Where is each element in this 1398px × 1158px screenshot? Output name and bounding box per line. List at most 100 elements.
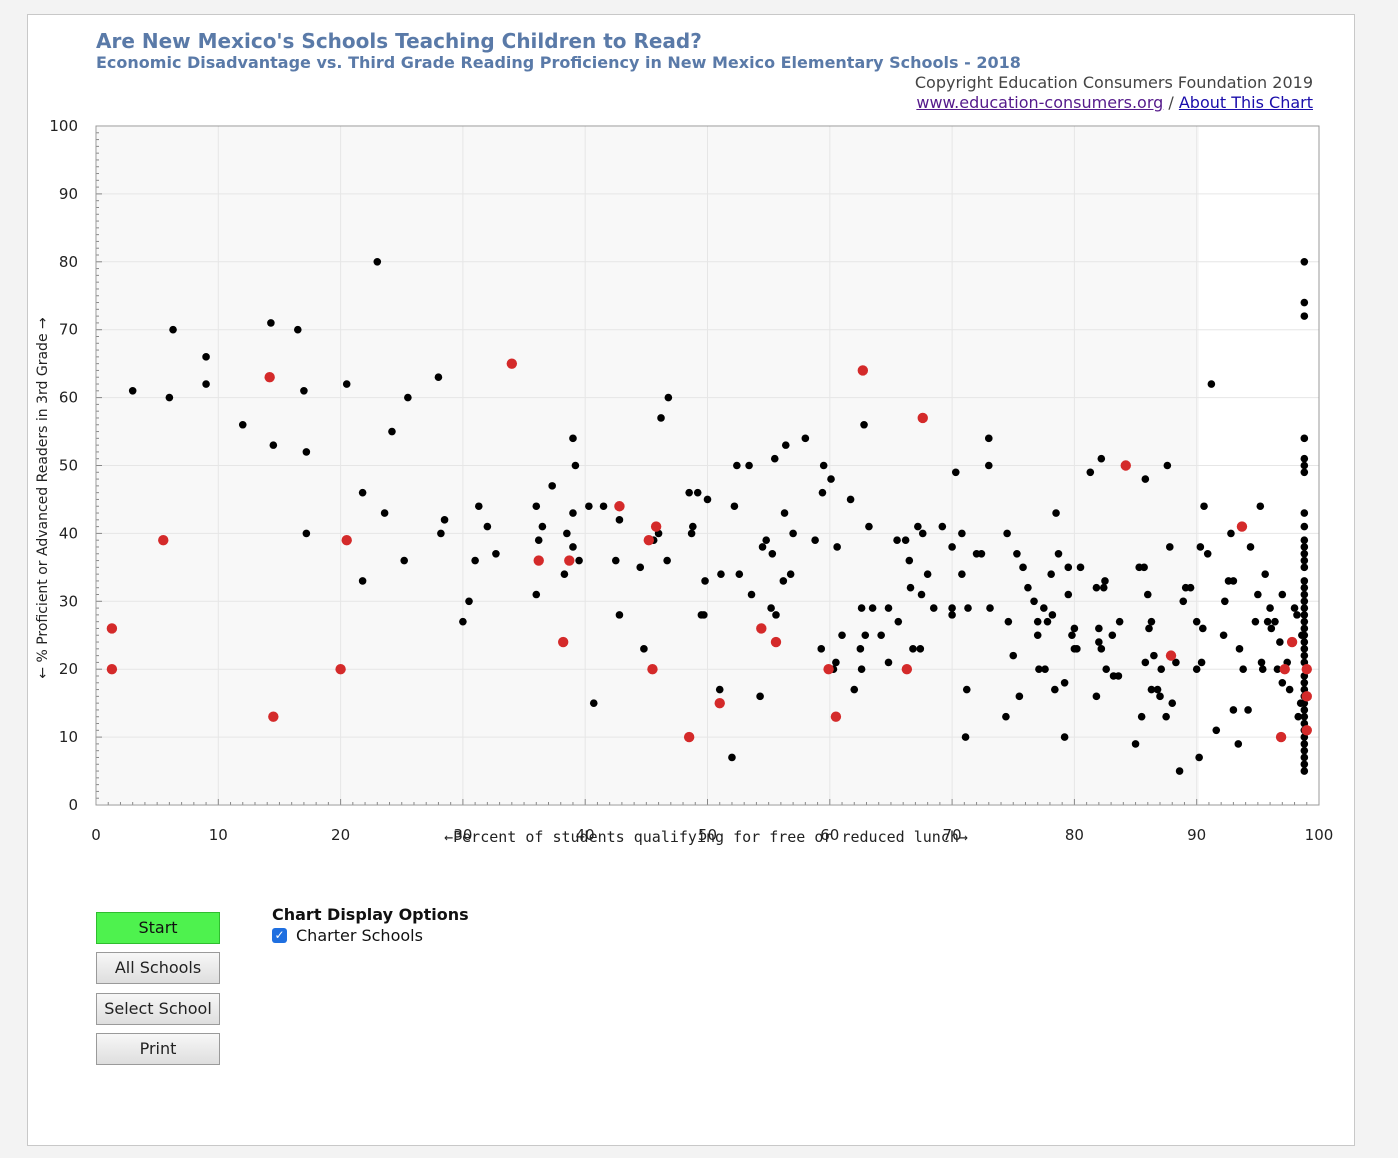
school-point[interactable]: [1300, 577, 1309, 585]
school-point[interactable]: [857, 604, 866, 612]
charter-school-point[interactable]: [643, 534, 654, 546]
school-point[interactable]: [846, 495, 855, 504]
school-point[interactable]: [1165, 543, 1174, 551]
school-point[interactable]: [1300, 461, 1309, 470]
charter-school-point[interactable]: [857, 365, 869, 376]
school-point[interactable]: [437, 529, 445, 538]
school-point[interactable]: [1102, 665, 1110, 673]
charter-school-point[interactable]: [557, 636, 569, 648]
school-point[interactable]: [532, 502, 541, 511]
school-point[interactable]: [884, 658, 893, 667]
school-point[interactable]: [1073, 645, 1081, 653]
school-point[interactable]: [434, 373, 443, 382]
school-point[interactable]: [599, 502, 608, 511]
school-point[interactable]: [1192, 617, 1201, 626]
charter-school-point[interactable]: [1301, 691, 1312, 702]
school-point[interactable]: [1300, 312, 1309, 320]
charter-school-point[interactable]: [1120, 460, 1131, 471]
school-point[interactable]: [302, 529, 311, 538]
school-point[interactable]: [838, 631, 846, 640]
school-point[interactable]: [728, 753, 736, 762]
school-point[interactable]: [1300, 258, 1309, 266]
school-point[interactable]: [786, 570, 795, 578]
school-point[interactable]: [1068, 631, 1076, 640]
school-point[interactable]: [1251, 617, 1260, 626]
charter-school-point[interactable]: [1301, 664, 1312, 675]
school-point[interactable]: [1040, 604, 1048, 612]
school-point[interactable]: [538, 522, 547, 531]
school-point[interactable]: [818, 488, 827, 497]
school-point[interactable]: [861, 631, 870, 640]
school-point[interactable]: [1168, 699, 1177, 707]
school-point[interactable]: [563, 529, 571, 538]
school-point[interactable]: [756, 692, 764, 701]
school-point[interactable]: [1267, 624, 1276, 633]
school-point[interactable]: [715, 685, 724, 694]
school-point[interactable]: [1271, 617, 1279, 626]
school-point[interactable]: [1004, 617, 1013, 626]
school-point[interactable]: [962, 685, 971, 694]
school-point[interactable]: [615, 611, 624, 619]
school-point[interactable]: [1064, 590, 1073, 599]
school-point[interactable]: [747, 590, 756, 599]
school-point[interactable]: [850, 685, 859, 694]
school-point[interactable]: [768, 549, 777, 558]
school-point[interactable]: [1300, 611, 1309, 619]
school-point[interactable]: [1097, 645, 1106, 653]
school-point[interactable]: [918, 529, 927, 538]
school-point[interactable]: [1300, 638, 1309, 646]
charter-school-point[interactable]: [1301, 725, 1312, 736]
school-point[interactable]: [865, 522, 873, 531]
school-point[interactable]: [1300, 678, 1309, 687]
school-point[interactable]: [1024, 583, 1032, 592]
school-point[interactable]: [1235, 645, 1244, 653]
school-point[interactable]: [1239, 665, 1247, 673]
school-point[interactable]: [474, 502, 483, 511]
charter-school-point[interactable]: [756, 623, 767, 634]
school-point[interactable]: [1219, 631, 1228, 640]
school-point[interactable]: [1300, 651, 1309, 660]
school-point[interactable]: [1076, 563, 1085, 572]
school-point[interactable]: [1137, 712, 1146, 721]
school-point[interactable]: [202, 380, 210, 388]
school-point[interactable]: [1227, 529, 1235, 538]
school-point[interactable]: [687, 529, 696, 538]
school-point[interactable]: [893, 536, 901, 544]
school-point[interactable]: [1300, 746, 1309, 755]
school-point[interactable]: [877, 631, 885, 640]
school-point[interactable]: [1221, 597, 1229, 606]
school-point[interactable]: [735, 570, 744, 578]
school-point[interactable]: [1273, 665, 1282, 673]
school-point[interactable]: [1095, 638, 1103, 646]
school-point[interactable]: [238, 420, 247, 429]
school-point[interactable]: [1195, 753, 1203, 762]
school-point[interactable]: [1092, 583, 1101, 592]
school-point[interactable]: [358, 577, 367, 585]
school-point[interactable]: [1156, 692, 1164, 701]
school-point[interactable]: [1258, 665, 1267, 673]
school-point[interactable]: [1200, 502, 1208, 511]
school-point[interactable]: [717, 570, 725, 578]
school-point[interactable]: [1157, 665, 1166, 673]
school-point[interactable]: [1186, 583, 1195, 592]
school-point[interactable]: [1163, 461, 1172, 470]
school-point[interactable]: [832, 658, 840, 667]
school-point[interactable]: [1035, 665, 1043, 673]
school-point[interactable]: [703, 495, 712, 504]
school-point[interactable]: [1300, 556, 1309, 565]
school-point[interactable]: [1015, 692, 1024, 701]
school-point[interactable]: [1131, 740, 1140, 748]
school-point[interactable]: [404, 393, 412, 402]
school-point[interactable]: [780, 509, 789, 517]
school-point[interactable]: [700, 611, 708, 619]
school-point[interactable]: [1256, 502, 1265, 511]
school-point[interactable]: [1276, 638, 1284, 646]
charter-schools-option[interactable]: ✓ Charter Schools: [272, 926, 469, 945]
school-point[interactable]: [1150, 651, 1158, 660]
school-point[interactable]: [958, 529, 966, 538]
school-point[interactable]: [1300, 522, 1309, 531]
school-point[interactable]: [1300, 624, 1309, 633]
school-point[interactable]: [1143, 590, 1152, 599]
school-point[interactable]: [701, 577, 709, 585]
school-point[interactable]: [1114, 672, 1123, 680]
